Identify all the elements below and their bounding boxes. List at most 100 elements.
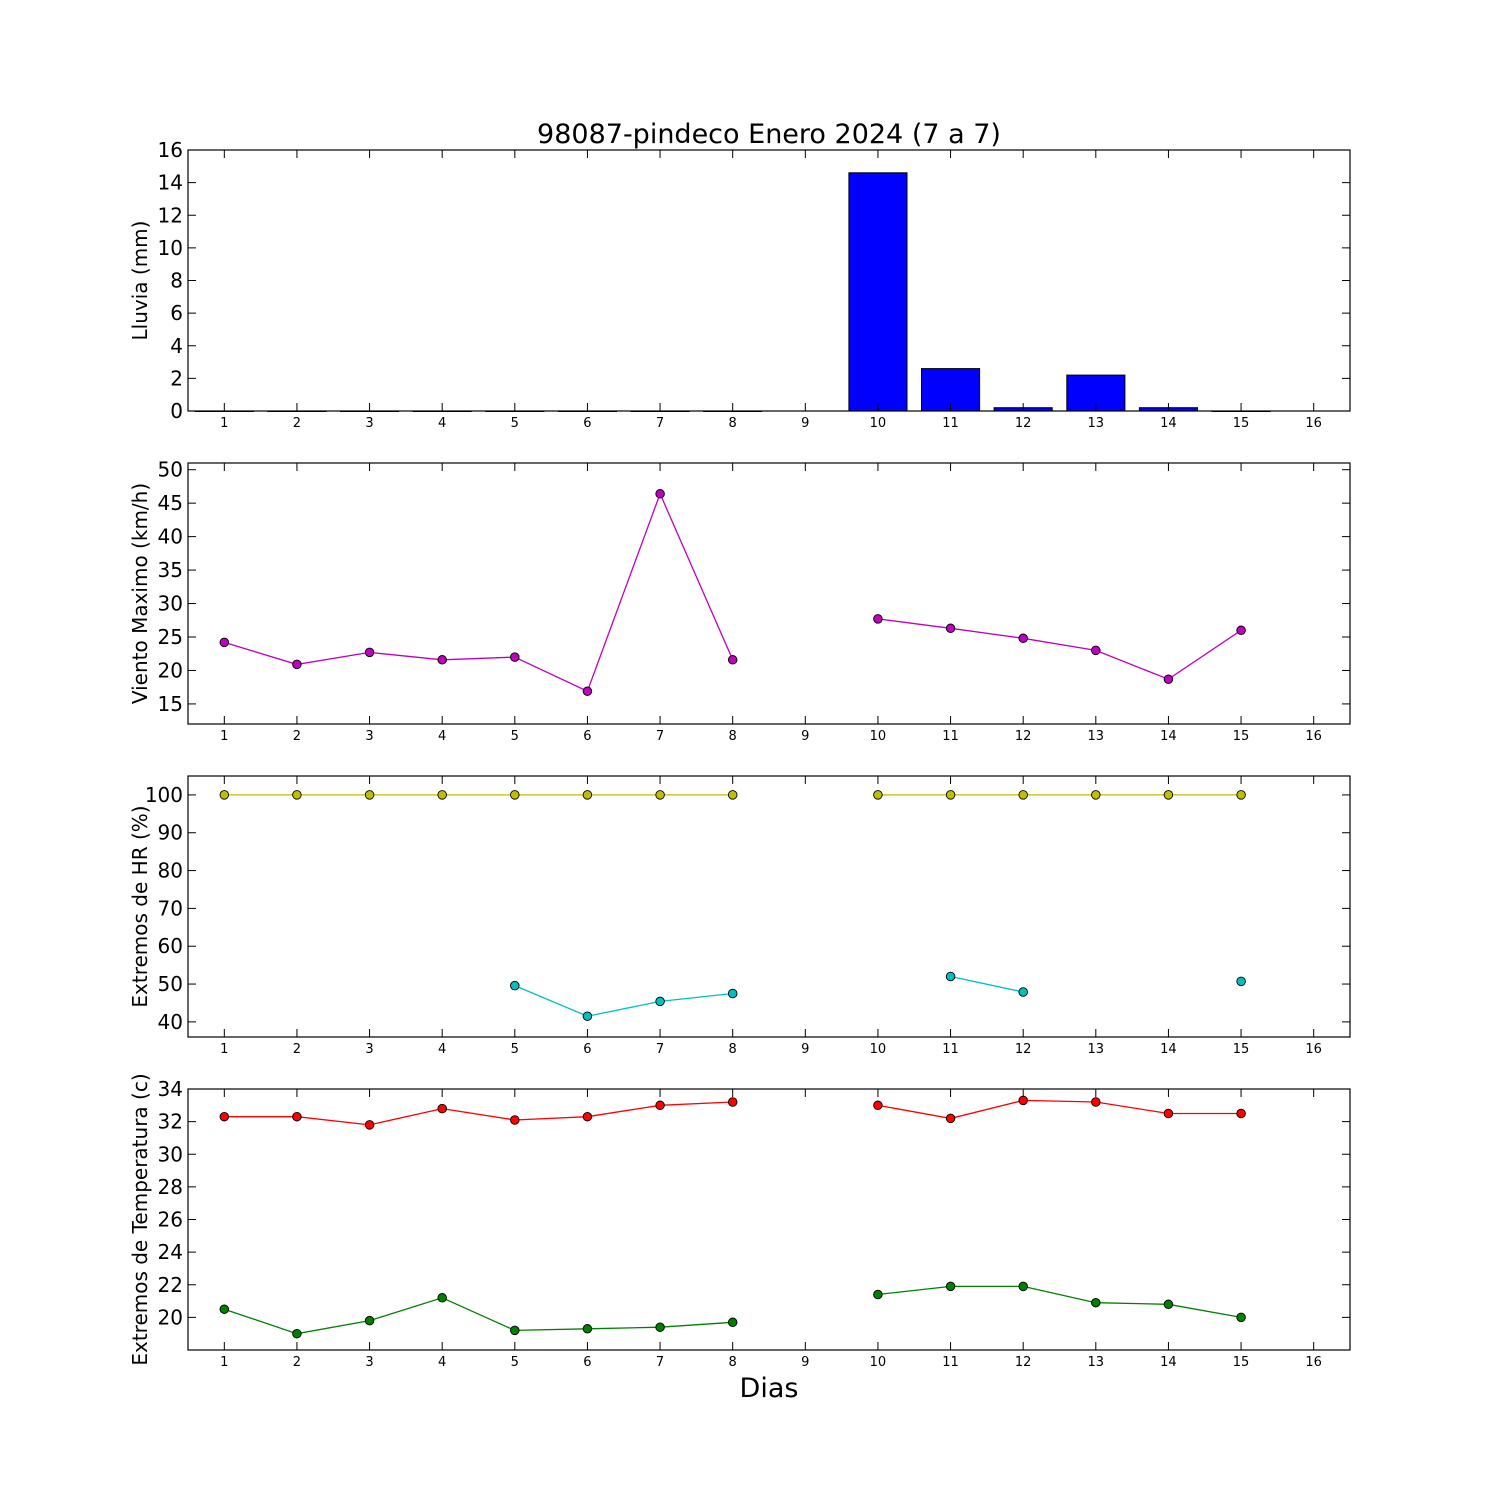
temperature-xtick-label: 16 — [1305, 1355, 1322, 1370]
wind-ytick-label: 45 — [158, 491, 183, 515]
rain-ytick-label: 12 — [158, 203, 183, 227]
humidity-series-2-point-day-12 — [1018, 987, 1028, 997]
temperature-xtick-label: 8 — [729, 1355, 737, 1370]
temperature-series-2-line-2 — [877, 1285, 1242, 1319]
temperature-xtick-label: 6 — [583, 1355, 591, 1370]
humidity-ytick-label: 60 — [158, 934, 183, 958]
temperature-y-axis-label: Extremos de Temperatura (c) — [128, 1073, 152, 1365]
rain-ytick-label: 8 — [170, 269, 183, 293]
temperature-series-1-point-day-4 — [437, 1103, 447, 1114]
temperature-series-1-point-day-11 — [945, 1113, 956, 1124]
humidity-ytick-label: 100 — [145, 783, 183, 807]
wind-series-1-point-day-10 — [873, 614, 883, 624]
humidity-xtick-label: 7 — [656, 1042, 664, 1057]
wind-xtick-label: 16 — [1305, 729, 1322, 744]
temperature-xtick-label: 14 — [1160, 1355, 1177, 1370]
humidity-xtick-label: 11 — [942, 1042, 959, 1057]
temperature-xtick-label: 2 — [293, 1355, 301, 1370]
wind-ytick-label: 50 — [158, 458, 183, 482]
wind-xtick-label: 1 — [220, 729, 228, 744]
wind-series-1-point-day-2 — [292, 659, 302, 670]
temperature-series-1-point-day-12 — [1018, 1095, 1028, 1106]
humidity-y-axis-label: Extremos de HR (%) — [128, 805, 152, 1007]
wind-ytick-label: 25 — [158, 625, 183, 649]
temperature-series-1-line-1 — [224, 1101, 733, 1126]
temperature-series-2-point-day-6 — [582, 1324, 593, 1334]
rain-xtick-label: 15 — [1233, 416, 1250, 431]
wind-series-1-point-day-7 — [655, 489, 665, 499]
wind-series-1-point-day-11 — [945, 623, 956, 634]
temperature-xtick-label: 13 — [1088, 1355, 1105, 1370]
humidity-series-2-line-2 — [950, 975, 1024, 993]
rain-ytick-label: 4 — [170, 334, 183, 358]
temperature-xtick-label: 5 — [511, 1355, 519, 1370]
humidity-ytick-label: 90 — [158, 821, 183, 845]
temperature-ytick-label: 34 — [158, 1077, 183, 1101]
rain-xtick-label: 5 — [511, 416, 519, 431]
temperature-series-2-point-day-13 — [1091, 1297, 1101, 1308]
humidity-xtick-label: 3 — [365, 1042, 373, 1057]
humidity-series-2-point-day-6 — [582, 1011, 593, 1021]
humidity-series-1-point-day-14 — [1163, 790, 1174, 800]
rain-xtick-label: 1 — [220, 416, 228, 431]
humidity-series-1 — [219, 790, 1246, 800]
humidity-series-1-point-day-8 — [727, 790, 738, 800]
wind-series-1-point-day-5 — [510, 652, 520, 662]
wind-series-1 — [219, 489, 1246, 696]
rain-xtick-label: 2 — [293, 416, 301, 431]
temperature-series-2-point-day-10 — [873, 1289, 883, 1300]
humidity-ytick-label: 50 — [158, 972, 183, 996]
temperature-ytick-label: 20 — [158, 1305, 183, 1329]
wind-series-1-line-1 — [224, 492, 734, 693]
temperature-series-2-point-day-11 — [945, 1281, 956, 1292]
temperature-series-2-point-day-4 — [437, 1293, 447, 1303]
rain-xtick-label: 13 — [1088, 416, 1105, 431]
humidity-xtick-label: 16 — [1305, 1042, 1322, 1057]
x-axis-label: Dias — [740, 1373, 799, 1404]
humidity-series-2-point-day-15 — [1236, 976, 1246, 987]
wind-xtick-label: 10 — [870, 729, 887, 744]
rain-y-axis-label: Lluvia (mm) — [128, 221, 152, 341]
rain-xtick-label: 9 — [801, 416, 809, 431]
humidity-series-2-point-day-11 — [945, 971, 956, 982]
temperature-ytick-label: 32 — [158, 1110, 183, 1134]
temperature-ytick-label: 24 — [158, 1240, 183, 1264]
rain-bar-day-10 — [848, 172, 908, 412]
rain-xtick-label: 6 — [583, 416, 591, 431]
temperature-ytick-label: 22 — [158, 1273, 183, 1297]
rain-xtick-label: 8 — [729, 416, 737, 431]
temperature-series-2-point-day-2 — [292, 1328, 302, 1339]
humidity-series-1-point-day-7 — [655, 790, 665, 800]
wind-series-1-line-2 — [877, 618, 1242, 680]
rain-ytick-label: 2 — [170, 366, 183, 390]
humidity-series-2-point-day-8 — [727, 988, 738, 999]
wind-xtick-label: 3 — [365, 729, 373, 744]
temperature-series-1-point-day-1 — [219, 1111, 230, 1122]
humidity-ytick-label: 80 — [158, 859, 183, 883]
humidity-xtick-label: 6 — [583, 1042, 591, 1057]
temperature-ytick-label: 26 — [158, 1208, 183, 1232]
wind-xtick-label: 15 — [1233, 729, 1250, 744]
wind-series-1-point-day-1 — [219, 637, 230, 648]
humidity-series-2-line-1 — [514, 985, 733, 1017]
humidity-series-1-point-day-10 — [873, 790, 883, 800]
rain-xtick-label: 3 — [365, 416, 373, 431]
temperature-series-1-point-day-10 — [873, 1100, 883, 1111]
humidity-series-1-point-day-4 — [437, 790, 447, 800]
temperature-series-1-point-day-3 — [364, 1120, 375, 1130]
humidity-xtick-label: 12 — [1015, 1042, 1032, 1057]
wind-xtick-label: 12 — [1015, 729, 1032, 744]
humidity-series-1-point-day-6 — [582, 790, 593, 800]
temperature-series-1-point-day-8 — [727, 1097, 738, 1107]
rain-ytick-label: 10 — [158, 236, 183, 260]
wind-series-1-point-day-14 — [1163, 674, 1174, 684]
wind-series-1-point-day-8 — [727, 655, 738, 665]
rain-xtick-label: 7 — [656, 416, 664, 431]
temperature-series-2 — [219, 1281, 1246, 1339]
humidity-xtick-label: 2 — [293, 1042, 301, 1057]
humidity-series-1-point-day-3 — [364, 790, 375, 800]
